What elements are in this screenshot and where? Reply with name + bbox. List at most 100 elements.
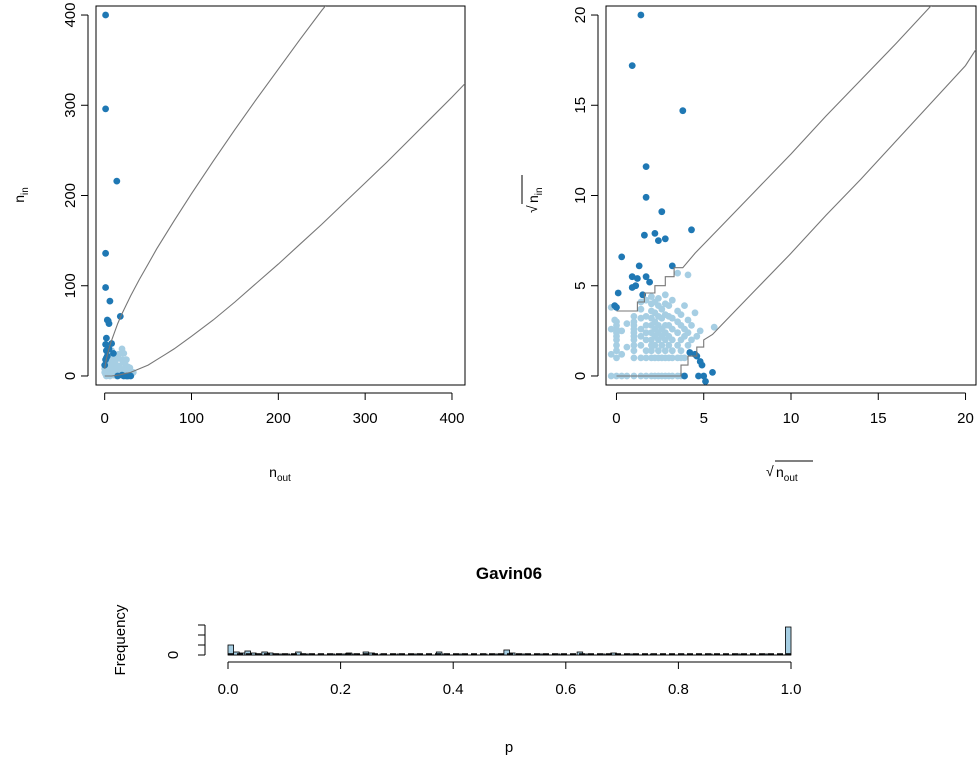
data-point	[668, 262, 676, 270]
y-axis-label-text: nin	[525, 187, 545, 203]
x-axis-label-text: nout	[776, 464, 798, 484]
data-point	[637, 341, 645, 349]
data-point	[112, 365, 120, 373]
histogram-bar	[227, 644, 234, 656]
data-point	[618, 327, 626, 335]
data-point	[688, 322, 695, 329]
data-point	[637, 354, 645, 362]
data-point	[700, 372, 708, 380]
x-tick-label: 10	[783, 410, 800, 427]
data-point	[102, 11, 109, 19]
y-axis-label: nin	[11, 187, 31, 203]
x-tick-label: 0.6	[555, 681, 576, 698]
data-point	[115, 350, 122, 358]
data-point	[702, 378, 709, 385]
raw-counts-scatter-panel: 0 100 200 300 400 0 100 200 300 400 nout nin	[11, 3, 466, 484]
data-point	[665, 302, 673, 309]
data-point	[665, 341, 673, 349]
data-point	[693, 332, 701, 340]
data-point	[668, 296, 676, 304]
axes: 0.0 0.2 0.4 0.6 0.8 1.0 0	[165, 624, 801, 698]
data-point	[106, 297, 114, 305]
data-point	[123, 356, 130, 364]
data-point	[634, 275, 641, 282]
data-point	[658, 305, 666, 313]
data-point	[661, 291, 669, 299]
data-point	[651, 230, 659, 237]
data-point	[642, 329, 650, 337]
data-point	[623, 343, 631, 351]
y-tick-label: 20	[572, 7, 589, 24]
data-point	[630, 354, 638, 362]
data-point	[637, 305, 645, 313]
data-point	[630, 347, 638, 355]
axes: 0 100 200 300 400 0 100 200 300 400	[62, 3, 464, 427]
x-tick-label: 0.8	[668, 681, 689, 698]
data-point	[681, 302, 688, 309]
p-value-histogram-panel: Gavin06 0.0 0.2 0.4 0.6 0.8 1.0 0 p Frequency	[112, 564, 801, 756]
data-point	[668, 354, 676, 362]
data-point	[637, 314, 645, 322]
data-point	[613, 354, 620, 362]
data-point	[686, 349, 694, 356]
data-point	[642, 347, 650, 355]
data-point	[628, 284, 636, 291]
y-tick-label: 400	[62, 3, 79, 28]
data-point	[102, 249, 109, 257]
y-tick-label: 0	[572, 372, 589, 380]
histogram-bar	[503, 649, 510, 656]
data-point	[101, 361, 109, 369]
plot-area	[101, 6, 465, 380]
data-point	[641, 231, 648, 239]
data-point	[646, 278, 653, 286]
x-tick-label: 100	[179, 410, 204, 427]
upper-bound-curve	[616, 6, 932, 312]
data-point	[642, 354, 650, 362]
data-point	[677, 347, 685, 355]
data-point	[628, 62, 636, 69]
data-point	[110, 350, 117, 357]
x-tick-label: 0	[101, 410, 109, 427]
data-point	[628, 273, 636, 281]
plot-frame	[95, 5, 466, 386]
data-point	[658, 208, 666, 216]
data-point	[607, 325, 615, 333]
lower-bound-curve	[616, 49, 976, 377]
data-point	[642, 336, 650, 344]
x-tick-label: 20	[957, 410, 974, 427]
x-tick-label: 400	[439, 410, 464, 427]
data-point	[668, 347, 676, 355]
data-point	[630, 341, 638, 349]
plot-frame	[605, 5, 977, 386]
y-axis-label: Frequency	[112, 604, 129, 675]
data-point	[655, 295, 662, 302]
data-point	[639, 291, 647, 299]
data-point	[642, 313, 650, 320]
data-point	[688, 336, 695, 344]
data-point	[637, 11, 645, 19]
y-tick-label: 200	[62, 183, 79, 208]
x-tick-label: 0	[612, 410, 620, 427]
data-point	[677, 311, 685, 318]
data-point	[684, 271, 692, 279]
data-point	[613, 304, 620, 311]
data-point	[655, 347, 662, 355]
data-point	[102, 105, 109, 113]
data-point	[607, 372, 615, 380]
data-point	[681, 372, 688, 380]
data-point	[102, 284, 109, 291]
x-tick-label: 5	[700, 410, 708, 427]
data-point	[674, 329, 681, 337]
data-point	[637, 325, 645, 333]
data-point	[684, 329, 692, 337]
data-point	[613, 347, 620, 355]
data-point	[668, 325, 676, 333]
data-point	[648, 293, 655, 300]
histogram-bar	[785, 626, 792, 656]
data-point	[668, 314, 676, 322]
data-point	[642, 163, 650, 171]
y-tick-label: 10	[572, 187, 589, 204]
data-point	[630, 313, 638, 320]
y-tick-label: 15	[572, 97, 589, 114]
